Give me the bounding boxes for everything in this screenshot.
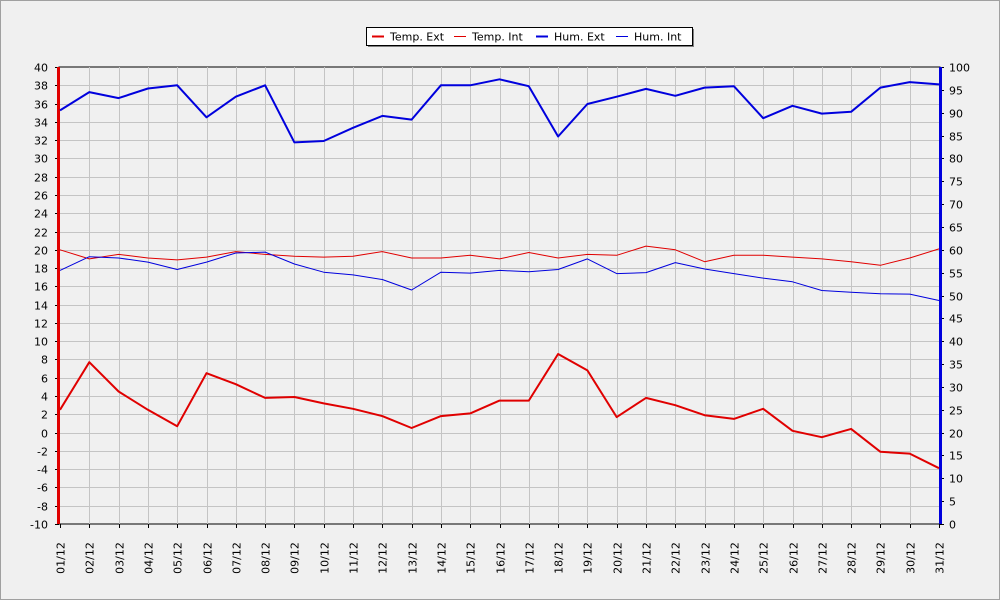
grid: [59, 67, 940, 524]
x-axis-tick-label: 06/12: [202, 542, 215, 574]
left-axis-tick-label: 32: [34, 135, 48, 148]
left-axis-tick-label: 10: [34, 336, 48, 349]
left-axis-tick-label: 12: [34, 318, 48, 331]
left-axis-tick-label: 30: [34, 153, 48, 166]
x-axis-tick-label: 01/12: [55, 542, 68, 574]
x-axis-tick-label: 19/12: [582, 542, 595, 574]
series-lines: [59, 78, 940, 470]
left-axis-tick-label: 0: [41, 428, 48, 441]
left-axis-tick-label: 2: [41, 409, 48, 422]
left-axis-tick-label: 28: [34, 172, 48, 185]
x-axis-tick-label: 10/12: [319, 542, 332, 574]
left-axis-tick-label: 36: [34, 99, 48, 112]
plot-area: [58, 66, 941, 525]
left-axis-tick-label: -10: [30, 519, 48, 532]
right-axis-line: [939, 67, 942, 524]
legend: Temp. Ext Temp. Int Hum. Ext Hum. Int: [366, 27, 694, 47]
right-axis-tick-label: 95: [949, 85, 963, 98]
right-axis-tick-label: 50: [949, 291, 963, 304]
left-axis-tick-label: 38: [34, 80, 48, 93]
right-axis-tick-label: 100: [949, 62, 970, 75]
x-axis-tick-label: 20/12: [612, 542, 625, 574]
legend-label-temp-int: Temp. Int: [471, 31, 524, 44]
x-axis-tick-label: 14/12: [436, 542, 449, 574]
x-axis-tick-label: 25/12: [758, 542, 771, 574]
legend-label-hum-int: Hum. Int: [634, 31, 682, 44]
right-axis-tick-label: 30: [949, 382, 963, 395]
left-axis-tick-label: -4: [37, 464, 48, 477]
x-axis-tick-label: 26/12: [788, 542, 801, 574]
right-axis-tick-label: 90: [949, 108, 963, 121]
x-axis-tick-label: 23/12: [700, 542, 713, 574]
right-axis-tick-label: 85: [949, 131, 963, 144]
axes: [55, 67, 944, 528]
right-axis-tick-label: 20: [949, 428, 963, 441]
left-axis-tick-label: -2: [37, 446, 48, 459]
x-axis-tick-label: 28/12: [846, 542, 859, 574]
right-axis-tick-label: 15: [949, 450, 963, 463]
x-axis-tick-label: 15/12: [465, 542, 478, 574]
x-axis-tick-label: 13/12: [407, 542, 420, 574]
left-axis-tick-label: 16: [34, 281, 48, 294]
left-axis-tick-label: 8: [41, 354, 48, 367]
x-axis-tick-label: 17/12: [524, 542, 537, 574]
x-axis-tick-label: 30/12: [905, 542, 918, 574]
x-axis-tick-label: 02/12: [84, 542, 97, 574]
right-axis-tick-label: 65: [949, 222, 963, 235]
x-axis-tick-label: 11/12: [348, 542, 361, 574]
right-axis-tick-label: 45: [949, 313, 963, 326]
right-axis-tick-label: 75: [949, 176, 963, 189]
series-line-temp-ext: [59, 353, 940, 470]
x-axis-tick-label: 08/12: [260, 542, 273, 574]
right-axis-tick-label: 55: [949, 268, 963, 281]
left-axis-tick-label: 6: [41, 373, 48, 386]
right-axis-tick-label: 40: [949, 336, 963, 349]
right-axis-tick-label: 0: [949, 519, 956, 532]
x-axis-tick-label: 07/12: [231, 542, 244, 574]
x-axis-tick-label: 09/12: [289, 542, 302, 574]
series-line-temp-int: [59, 245, 940, 266]
right-axis-tick-label: 10: [949, 473, 963, 486]
x-axis-tick-label: 12/12: [377, 542, 390, 574]
right-axis-tick-label: 25: [949, 405, 963, 418]
left-axis-tick-label: 34: [34, 117, 48, 130]
x-axis-tick-label: 27/12: [817, 542, 830, 574]
left-axis-tick-label: 20: [34, 245, 48, 258]
left-axis-tick-label: 40: [34, 62, 48, 75]
right-axis-tick-label: 35: [949, 359, 963, 372]
right-axis-tick-label: 70: [949, 199, 963, 212]
x-axis-tick-label: 22/12: [670, 542, 683, 574]
left-axis-tick-label: 22: [34, 227, 48, 240]
left-axis-tick-label: 26: [34, 190, 48, 203]
right-axis-tick-label: 80: [949, 153, 963, 166]
legend-label-temp-ext: Temp. Ext: [389, 31, 445, 44]
legend-label-hum-ext: Hum. Ext: [554, 31, 605, 44]
tick-labels: -10-8-6-4-202468101214161820222426283032…: [30, 62, 970, 574]
left-axis-tick-label: 14: [34, 300, 48, 313]
left-axis-tick-label: -8: [37, 501, 48, 514]
series-line-hum-int: [59, 251, 940, 301]
left-axis-tick-label: 18: [34, 263, 48, 276]
right-axis-tick-label: 5: [949, 496, 956, 509]
x-axis-tick-label: 31/12: [934, 542, 947, 574]
x-axis-tick-label: 05/12: [172, 542, 185, 574]
left-axis-tick-label: 24: [34, 208, 48, 221]
left-axis-tick-label: -6: [37, 482, 48, 495]
right-axis-tick-label: 60: [949, 245, 963, 258]
series-line-hum-ext: [59, 78, 940, 144]
left-axis-tick-label: 4: [41, 391, 48, 404]
x-axis-tick-label: 03/12: [114, 542, 127, 574]
x-axis-tick-label: 21/12: [641, 542, 654, 574]
legend-box: [366, 27, 693, 46]
left-axis-line: [57, 67, 60, 524]
x-axis-tick-label: 18/12: [553, 542, 566, 574]
x-axis-tick-label: 29/12: [875, 542, 888, 574]
x-axis-tick-label: 04/12: [143, 542, 156, 574]
x-axis-tick-label: 24/12: [729, 542, 742, 574]
x-axis-tick-label: 16/12: [495, 542, 508, 574]
